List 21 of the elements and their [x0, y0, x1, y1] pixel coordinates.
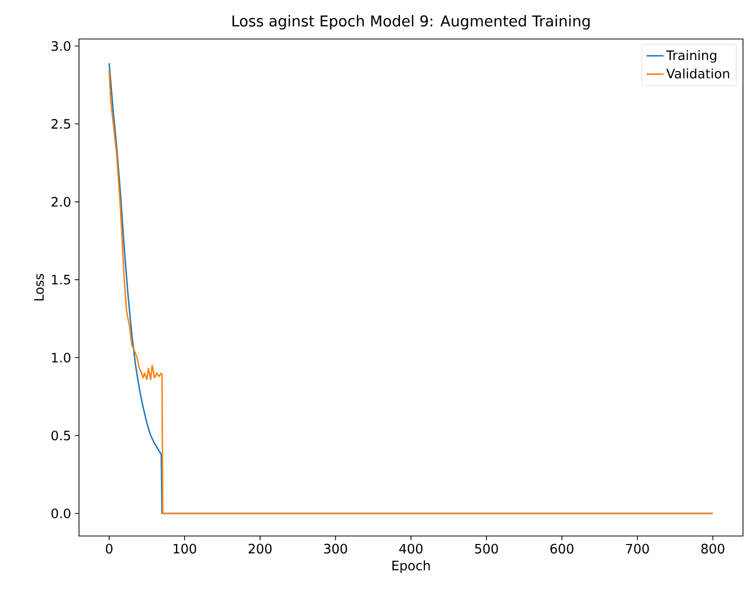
- x-tick-label: 700: [626, 544, 649, 554]
- y-axis-title: Loss: [34, 274, 44, 300]
- y-tick-label: 2.0: [52, 196, 70, 207]
- legend-label: Training: [666, 50, 716, 63]
- chart-title: Loss aginst Epoch Model 9: Augmented Training: [232, 15, 590, 30]
- x-tick-label: 600: [550, 544, 574, 554]
- x-tick-label: 400: [399, 544, 422, 554]
- y-tick-label: 3.0: [52, 41, 70, 51]
- y-tick-label: 0.5: [51, 430, 70, 440]
- x-tick-label: 200: [248, 544, 272, 554]
- x-tick-label: 800: [701, 544, 724, 554]
- x-axis-title: Epoch: [392, 560, 430, 573]
- x-tick-label: 500: [475, 544, 498, 554]
- y-tick-label: 0.0: [51, 508, 70, 518]
- x-tick-label: 100: [174, 544, 196, 554]
- legend-label: Validation: [666, 68, 730, 78]
- x-tick-label: 300: [324, 544, 348, 554]
- x-tick-label: 0: [106, 544, 112, 554]
- y-tick-label: 1.0: [52, 352, 70, 363]
- y-tick-label: 1.5: [52, 274, 70, 285]
- y-tick-label: 2.5: [52, 119, 70, 129]
